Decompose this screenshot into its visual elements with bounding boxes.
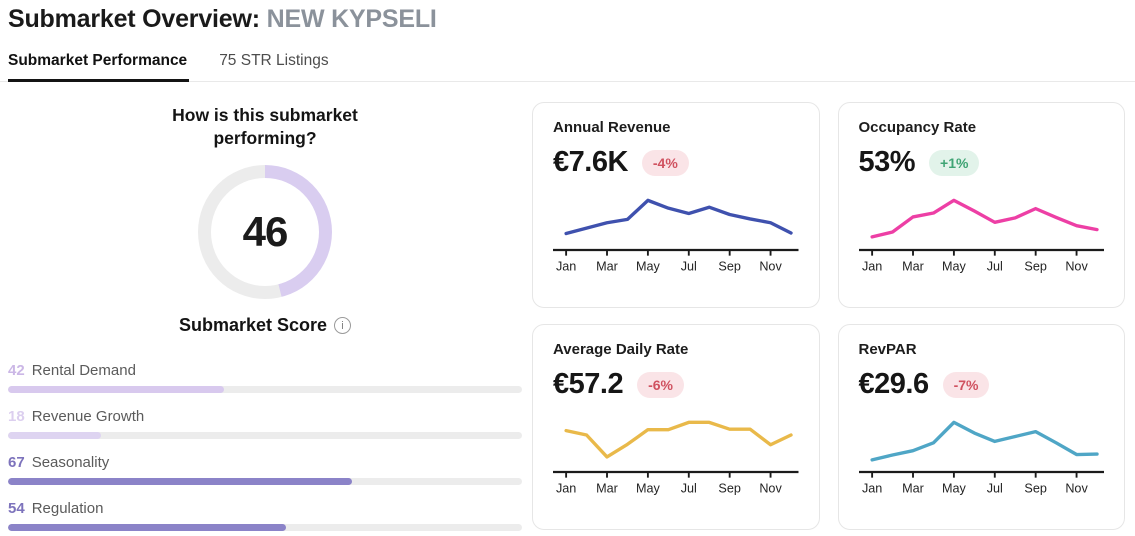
score-label-text: Submarket Score <box>178 315 328 335</box>
metric-bar-fill <box>8 478 353 485</box>
x-tick-label: Sep <box>718 482 740 496</box>
kpi-value-row: €57.2 -6% <box>553 368 799 401</box>
page-header: Submarket Overview: NEW KYPSELI <box>0 0 1135 34</box>
metric-revenue-growth: 18 Revenue Growth <box>8 408 522 439</box>
metric-label: Seasonality <box>31 454 110 471</box>
change-badge: -6% <box>637 371 684 398</box>
sparkline-chart: Jan Mar May Jul Sep Nov <box>553 198 799 274</box>
x-tick-label: Mar <box>902 482 924 496</box>
card-annual-revenue: Annual Revenue €7.6K -4% Jan Mar May Jul Sep… <box>532 102 820 308</box>
metric-bar-track <box>8 386 522 393</box>
kpi-cards-grid: Annual Revenue €7.6K -4% Jan Mar May Jul Sep… <box>532 102 1125 530</box>
card-title: Annual Revenue <box>553 119 671 136</box>
metric-value: 42 <box>8 362 25 379</box>
x-tick-label: Mar <box>596 260 618 274</box>
score-metrics-list: 42 Rental Demand 18 Revenue Growth 67 Seaso… <box>8 362 522 531</box>
sparkline-chart: Jan Mar May Jul Sep Nov <box>553 420 799 496</box>
x-tick-label: Sep <box>718 260 740 274</box>
kpi-value: 53% <box>858 146 916 178</box>
x-tick-label: Sep <box>1024 482 1046 496</box>
tab-label: Submarket Performance <box>8 52 188 69</box>
card-revpar: RevPAR €29.6 -7% Jan Mar May Jul Sep Nov <box>837 324 1125 530</box>
score-gauge: 46 <box>198 165 332 299</box>
kpi-panel: Annual Revenue €7.6K -4% Jan Mar May Jul Sep… <box>522 98 1135 536</box>
card-title: Average Daily Rate <box>553 341 689 358</box>
sparkline-wrap: Jan Mar May Jul Sep Nov <box>858 413 1105 499</box>
metric-bar-fill <box>8 432 101 439</box>
kpi-value-row: €29.6 -7% <box>859 368 1105 401</box>
sparkline-series <box>564 420 793 459</box>
x-tick-label: Jul <box>986 482 1002 496</box>
card-title: RevPAR <box>858 341 917 358</box>
kpi-value: €7.6K <box>553 146 628 178</box>
card-occupancy-rate: Occupancy Rate 53% +1% Jan Mar May Jul Sep No… <box>837 102 1125 308</box>
x-tick-label: Nov <box>1065 482 1088 496</box>
metric-value: 67 <box>8 454 25 471</box>
score-gauge-center: 46 <box>211 178 319 286</box>
kpi-value-row: €7.6K -4% <box>553 146 799 179</box>
x-tick-label: Jan <box>861 260 881 274</box>
metric-label: Rental Demand <box>31 362 136 379</box>
metric-label: Regulation <box>31 500 104 517</box>
tab-bar: Submarket Performance 75 STR Listings <box>0 48 1135 82</box>
tab-submarket-performance[interactable]: Submarket Performance <box>8 48 190 82</box>
sparkline-series <box>869 198 1099 239</box>
kpi-value-row: 53% +1% <box>859 146 1105 179</box>
x-tick-label: Jan <box>556 260 576 274</box>
sparkline-series <box>869 420 1099 462</box>
x-tick-label: Sep <box>1024 260 1046 274</box>
x-tick-label: Jan <box>861 482 881 496</box>
metric-seasonality: 67 Seasonality <box>8 454 522 485</box>
metric-value: 18 <box>8 408 25 425</box>
tab-label: 75 STR Listings <box>219 52 329 69</box>
metric-regulation: 54 Regulation <box>8 500 522 531</box>
x-tick-label: May <box>636 260 661 274</box>
x-tick-label: Jul <box>986 260 1002 274</box>
sparkline-chart: Jan Mar May Jul Sep Nov <box>858 198 1104 274</box>
card-title: Occupancy Rate <box>858 119 977 136</box>
sparkline-series <box>564 198 793 236</box>
metric-bar-track <box>8 432 522 439</box>
change-badge: -4% <box>641 149 689 176</box>
card-average-daily-rate: Average Daily Rate €57.2 -6% Jan Mar May Ju… <box>532 324 820 530</box>
kpi-value: €29.6 <box>858 368 930 400</box>
x-tick-label: Nov <box>759 260 782 274</box>
metric-label: Revenue Growth <box>31 408 145 425</box>
sparkline-wrap: Jan Mar May Jul Sep Nov <box>553 191 799 277</box>
sparkline-wrap: Jan Mar May Jul Sep Nov <box>553 413 799 499</box>
x-tick-label: Nov <box>759 482 782 496</box>
score-value: 46 <box>242 208 289 255</box>
metric-rental-demand: 42 Rental Demand <box>8 362 522 393</box>
x-tick-label: May <box>941 482 966 496</box>
x-tick-label: May <box>941 260 966 274</box>
sparkline-wrap: Jan Mar May Jul Sep Nov <box>858 191 1105 277</box>
metric-value: 54 <box>8 500 25 517</box>
tab-str-listings[interactable]: 75 STR Listings <box>219 48 330 81</box>
metric-bar-fill <box>8 524 286 531</box>
change-badge: -7% <box>942 371 990 398</box>
score-question: How is this submarket performing? <box>172 105 358 148</box>
metric-bar-track <box>8 478 522 485</box>
score-label: Submarket Score i <box>178 315 352 336</box>
sparkline-chart: Jan Mar May Jul Sep Nov <box>858 420 1104 496</box>
change-badge: +1% <box>929 149 980 176</box>
x-tick-label: Nov <box>1065 260 1088 274</box>
score-panel: How is this submarket performing? 46 Sub… <box>0 98 522 536</box>
x-tick-label: Mar <box>596 482 618 496</box>
info-icon[interactable]: i <box>334 317 352 334</box>
x-tick-label: Mar <box>902 260 924 274</box>
x-tick-label: Jul <box>681 482 697 496</box>
x-tick-label: Jul <box>681 260 697 274</box>
metric-bar-track <box>8 524 522 531</box>
x-tick-label: Jan <box>556 482 576 496</box>
x-tick-label: May <box>636 482 661 496</box>
metric-bar-fill <box>8 386 224 393</box>
page-title-prefix: Submarket Overview: <box>8 5 260 33</box>
main-content: How is this submarket performing? 46 Sub… <box>0 98 1135 536</box>
page-title: Submarket Overview: NEW KYPSELI <box>8 5 1125 34</box>
kpi-value: €57.2 <box>553 368 624 400</box>
submarket-name: NEW KYPSELI <box>266 5 437 33</box>
